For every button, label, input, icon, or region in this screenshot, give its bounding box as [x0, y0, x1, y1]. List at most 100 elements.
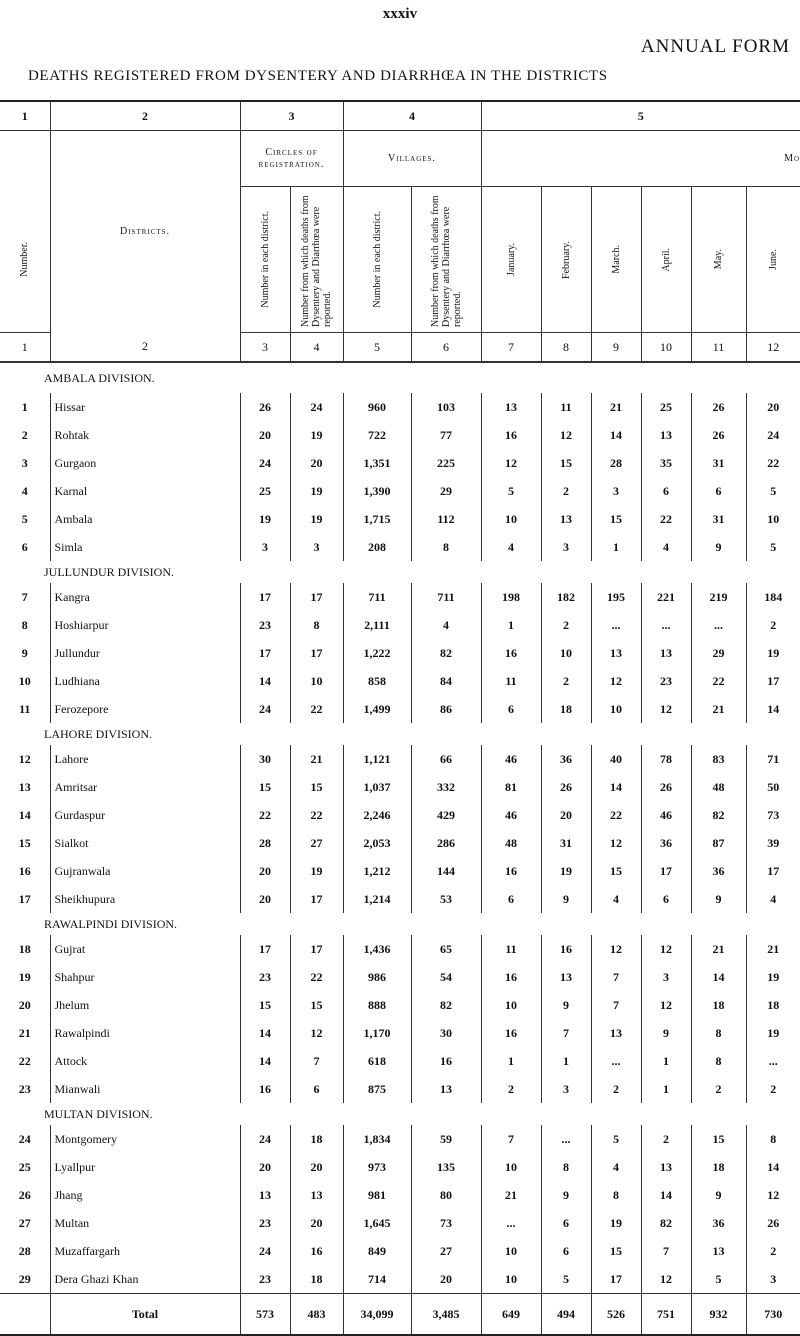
- value-cell: 10: [289, 667, 343, 695]
- district-name: Lahore: [49, 745, 240, 773]
- value-cell: 18: [540, 695, 591, 723]
- group-header: Villages.: [342, 130, 481, 187]
- division-row: LAHORE DIVISION.: [0, 723, 800, 745]
- value-cell: 86: [410, 695, 481, 723]
- district-row: 27 Multan 23 20 1,645 73... 6 19 82 36 26: [0, 1209, 800, 1237]
- value-cell: ...: [590, 1047, 641, 1075]
- value-cell: 25: [640, 393, 691, 421]
- column-header: January.: [505, 243, 517, 276]
- blank-cell: [0, 131, 50, 187]
- value-cell: 10: [590, 695, 641, 723]
- district-name: Jullundur: [49, 639, 240, 667]
- value-cell: ...: [690, 611, 746, 639]
- value-cell: 24: [239, 695, 290, 723]
- district-row: 22 Attock 14 7 618 16 1 1... 1 8...: [0, 1047, 800, 1075]
- value-cell: 7: [540, 1019, 591, 1047]
- value-cell: 2: [745, 1075, 800, 1103]
- value-cell: 135: [410, 1153, 481, 1181]
- header-cell: May.: [690, 186, 746, 333]
- value-cell: 1,214: [342, 885, 411, 913]
- value-cell: 13: [640, 1153, 691, 1181]
- value-cell: 26: [690, 421, 746, 449]
- value-cell: 24: [239, 1125, 290, 1153]
- value-cell: 6: [480, 695, 541, 723]
- column-index: 4: [289, 332, 343, 363]
- value-cell: 711: [410, 583, 481, 611]
- value-cell: 1,715: [342, 505, 411, 533]
- district-row: 11 Ferozepore 24 22 1,499 86 6 18 10 12 21 14: [0, 695, 800, 723]
- value-cell: 3: [590, 477, 641, 505]
- value-cell: 46: [480, 801, 541, 829]
- district-name: Gujranwala: [49, 857, 240, 885]
- district-name: Montgomery: [49, 1125, 240, 1153]
- district-row: 6 Simla 3 3 208 8 4 3 1 4 9 5: [0, 533, 800, 561]
- value-cell: 12: [540, 421, 591, 449]
- header-cell: Number from which deaths from Dysentery …: [289, 186, 343, 333]
- value-cell: 15: [540, 449, 591, 477]
- value-cell: 15: [239, 991, 290, 1019]
- district-row: 18 Gujrat 17 17 1,436 65 11 16 12 12 21 21: [0, 935, 800, 963]
- value-cell: 21: [590, 393, 641, 421]
- district-name: Rawalpindi: [49, 1019, 240, 1047]
- value-cell: 17: [289, 639, 343, 667]
- value-cell: 618: [342, 1047, 411, 1075]
- row-number: 5: [21, 511, 28, 526]
- value-cell: 26: [540, 773, 591, 801]
- value-cell: 24: [745, 421, 800, 449]
- value-cell: 19: [289, 505, 343, 533]
- value-cell: 36: [640, 829, 691, 857]
- value-cell: 19: [289, 421, 343, 449]
- value-cell: 46: [640, 801, 691, 829]
- districts-header: Districts.: [49, 130, 240, 333]
- value-cell: 48: [690, 773, 746, 801]
- value-cell: 888: [342, 991, 411, 1019]
- row-number: 9: [21, 645, 28, 660]
- value-cell: 17: [590, 1265, 641, 1294]
- value-cell: 20: [745, 393, 800, 421]
- header-cell: April.: [640, 186, 691, 333]
- row-number: 25: [18, 1159, 31, 1174]
- value-cell: 9: [690, 533, 746, 561]
- value-cell: 78: [640, 745, 691, 773]
- value-cell: 20: [289, 449, 343, 477]
- district-name: Gujrat: [49, 935, 240, 963]
- value-cell: 21: [289, 745, 343, 773]
- column-header: April.: [660, 247, 672, 272]
- value-cell: 9: [640, 1019, 691, 1047]
- value-cell: 82: [640, 1209, 691, 1237]
- value-cell: 714: [342, 1265, 411, 1294]
- value-cell: 5: [540, 1265, 591, 1294]
- value-cell: 23: [640, 667, 691, 695]
- value-cell: 65: [410, 935, 481, 963]
- value-cell: 12: [590, 667, 641, 695]
- value-cell: 20: [540, 801, 591, 829]
- group-header: Circles of registration.: [239, 130, 343, 187]
- value-cell: 7: [590, 963, 641, 991]
- district-name: Muzaffargarh: [49, 1237, 240, 1265]
- division-row: AMBALA DIVISION.: [0, 362, 800, 393]
- row-number: 7: [21, 589, 28, 604]
- district-row: 26 Jhang 13 13 981 80 21 9 8 14 9 12: [0, 1181, 800, 1209]
- district-name: Jhang: [49, 1181, 240, 1209]
- row-number: 23: [18, 1081, 31, 1096]
- value-cell: 6: [540, 1237, 591, 1265]
- district-row: 7 Kangra 17 17 711 711 198 182 195 221 219 184: [0, 583, 800, 611]
- value-cell: 20: [239, 885, 290, 913]
- value-cell: 39: [745, 829, 800, 857]
- value-cell: 14: [239, 1047, 290, 1075]
- value-cell: 2: [480, 1075, 541, 1103]
- value-cell: 7: [289, 1047, 343, 1075]
- value-cell: 20: [289, 1209, 343, 1237]
- column-index: 11: [690, 332, 746, 363]
- district-name: Dera Ghazi Khan: [49, 1265, 240, 1294]
- total-value: 3,485: [410, 1293, 481, 1336]
- value-cell: 849: [342, 1237, 411, 1265]
- value-cell: 19: [590, 1209, 641, 1237]
- district-row: 4 Karnal 25 19 1,390 29 5 2 3 6 6 5: [0, 477, 800, 505]
- district-row: 19 Shahpur 23 22 986 54 16 13 7 3 14 19: [0, 963, 800, 991]
- division-label: MULTAN DIVISION.: [44, 1106, 153, 1121]
- column-header: March.: [610, 245, 622, 274]
- value-cell: 31: [690, 505, 746, 533]
- value-cell: 18: [289, 1265, 343, 1294]
- value-cell: 4: [745, 885, 800, 913]
